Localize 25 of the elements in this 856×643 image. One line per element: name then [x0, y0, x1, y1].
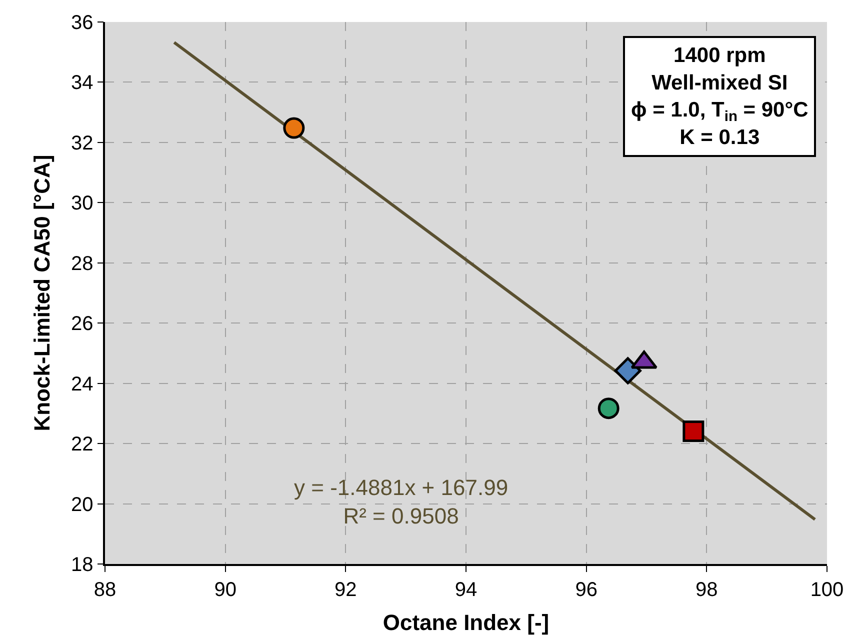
- x-tick-label: 96: [575, 578, 598, 601]
- x-tick-label: 90: [214, 578, 236, 601]
- y-tick-label: 28: [71, 252, 94, 275]
- y-tick-label: 20: [71, 494, 94, 516]
- y-tick-label: 32: [71, 132, 94, 154]
- point: [283, 117, 305, 139]
- y-tick-label: 18: [71, 554, 94, 576]
- y-tick-label: 30: [71, 192, 94, 215]
- x-tick-label: 88: [94, 578, 116, 601]
- y-tick-label: 22: [71, 434, 94, 456]
- x-tick-label: 100: [810, 578, 844, 601]
- point: [614, 357, 642, 384]
- y-tick-label: 24: [71, 373, 94, 396]
- annotation: y = -1.4881x + 167.99 R² = 0.9508: [294, 475, 508, 529]
- annotation: 1400 rpm Well-mixed SI ϕ = 1.0, T$_{in}$ = 90°C K = 0.13: [631, 44, 808, 149]
- x-axis-title: Octane Index [-]: [382, 610, 550, 636]
- x-tick-label: 98: [696, 578, 718, 601]
- y-axis-title: Knock-Limited CA50 [°CA]: [29, 154, 54, 432]
- y-tick-label: 36: [71, 12, 94, 34]
- point: [598, 398, 620, 420]
- point: [682, 420, 704, 442]
- x-tick-label: 92: [334, 578, 357, 601]
- y-tick-label: 26: [71, 313, 94, 336]
- y-tick-label: 34: [71, 72, 94, 94]
- x-tick-label: 94: [454, 578, 478, 601]
